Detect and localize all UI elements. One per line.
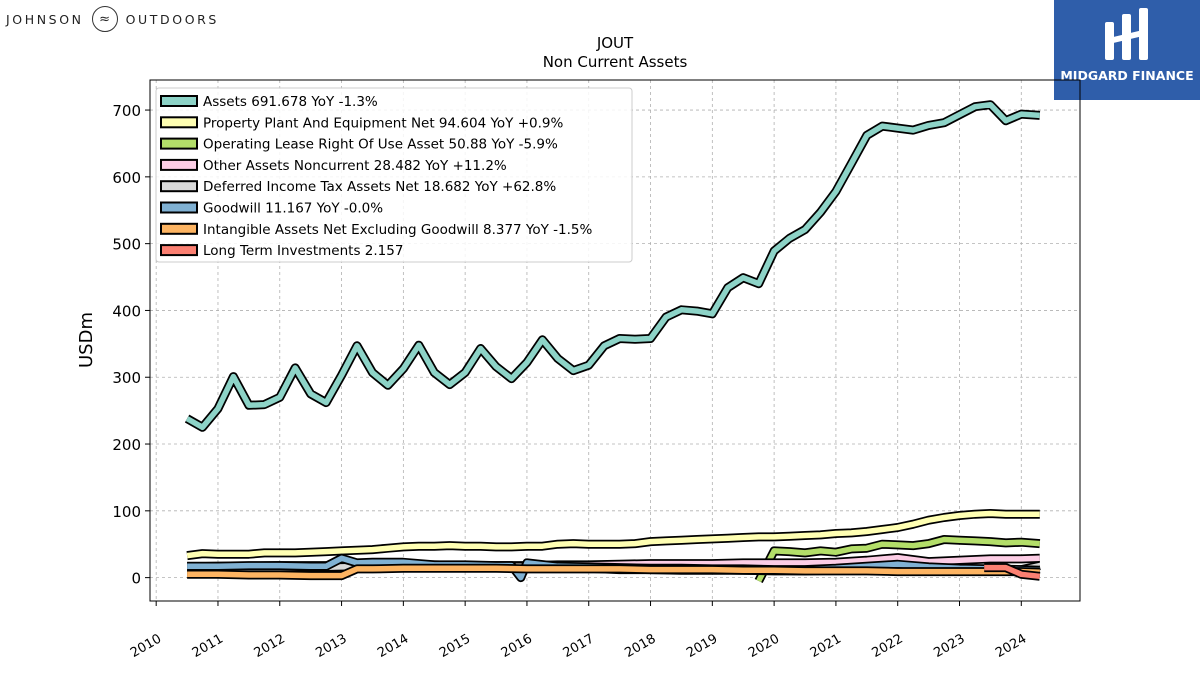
x-tick-label: 2018 <box>622 631 658 661</box>
y-axis-label: USDm <box>76 312 97 368</box>
y-tick-label: 500 <box>112 236 141 254</box>
legend-swatch <box>160 95 198 107</box>
chart-title: JOUT <box>596 34 634 52</box>
legend-swatch <box>160 116 198 129</box>
legend-label: Intangible Assets Net Excluding Goodwill… <box>203 222 593 238</box>
x-tick-label: 2010 <box>128 631 164 661</box>
brand-name: MIDGARD FINANCE <box>1060 68 1194 83</box>
legend-item: Goodwill 11.167 YoY -0.0% <box>160 201 383 217</box>
legend-item: Property Plant And Equipment Net 94.604 … <box>160 115 563 131</box>
series-3 <box>754 535 1041 584</box>
grid <box>150 80 1080 601</box>
legend-item: Operating Lease Right Of Use Asset 50.88… <box>160 137 558 153</box>
x-tick-label: 2019 <box>684 631 720 661</box>
series-lines <box>184 100 1041 584</box>
brand-mark-icon <box>1054 8 1200 68</box>
legend-item: Assets 691.678 YoY -1.3% <box>160 94 378 110</box>
legend-swatch <box>160 244 198 257</box>
x-tick-label: 2024 <box>993 631 1029 661</box>
y-tick-label: 400 <box>112 302 141 320</box>
brand-logo: MIDGARD FINANCE <box>1054 0 1200 100</box>
x-tick-label: 2013 <box>313 631 349 661</box>
x-tick-label: 2014 <box>375 631 411 661</box>
legend-label: Assets 691.678 YoY -1.3% <box>203 94 378 110</box>
x-tick-label: 2021 <box>808 631 844 661</box>
y-tick-label: 200 <box>112 436 141 454</box>
legend-label: Deferred Income Tax Assets Net 18.682 Yo… <box>203 179 556 195</box>
x-tick-label: 2016 <box>499 631 535 661</box>
x-tick-label: 2012 <box>252 631 288 661</box>
y-tick-label: 300 <box>112 369 141 387</box>
x-axis: 2010 2011 2012 2013 2014 2015 2016 2017 2018 2019… <box>128 601 1029 661</box>
legend: Assets 691.678 YoY -1.3% Property Plant A… <box>155 87 633 263</box>
series-line <box>186 510 1040 559</box>
series-8 <box>984 563 1041 581</box>
x-tick-label: 2020 <box>746 631 782 661</box>
company-logo-right-text: OUTDOORS <box>125 11 219 27</box>
plot-frame <box>149 79 1081 602</box>
y-tick-label: 700 <box>112 102 141 120</box>
y-tick-label: 600 <box>112 169 141 187</box>
legend-swatch <box>160 222 198 235</box>
y-tick-label: 100 <box>112 503 141 521</box>
legend-swatch <box>160 201 198 214</box>
x-tick-label: 2023 <box>931 631 967 661</box>
series-line <box>185 101 1040 431</box>
y-tick-label: 0 <box>131 570 141 588</box>
series-line <box>187 565 1040 579</box>
chart-subtitle: Non Current Assets <box>543 53 688 71</box>
legend-swatch <box>160 158 198 171</box>
series-line <box>984 564 1041 580</box>
legend-label: Operating Lease Right Of Use Asset 50.88… <box>203 137 558 153</box>
series-1 <box>184 100 1041 432</box>
series-2 <box>186 509 1040 561</box>
legend-swatch <box>160 180 198 193</box>
legend-item: Other Assets Noncurrent 28.482 YoY +11.2… <box>160 158 507 174</box>
legend-item: Intangible Assets Net Excluding Goodwill… <box>160 222 593 238</box>
x-tick-label: 2015 <box>437 631 473 661</box>
legend-swatch <box>160 137 198 150</box>
legend-label: Long Term Investments 2.157 <box>203 243 403 259</box>
y-axis: 0 100 200 300 400 500 600 700 <box>112 102 150 588</box>
series-line <box>756 536 1041 583</box>
x-tick-label: 2011 <box>190 631 226 661</box>
x-tick-label: 2022 <box>870 631 906 661</box>
company-logo-left-text: JOHNSON <box>6 11 84 27</box>
company-logo: JOHNSON ≈ OUTDOORS <box>6 4 219 34</box>
legend-label: Property Plant And Equipment Net 94.604 … <box>203 115 563 131</box>
series-7 <box>187 563 1040 581</box>
fish-logo-icon: ≈ <box>91 6 118 32</box>
legend-label: Other Assets Noncurrent 28.482 YoY +11.2… <box>203 158 507 174</box>
legend-item: Deferred Income Tax Assets Net 18.682 Yo… <box>160 179 556 195</box>
legend-label: Goodwill 11.167 YoY -0.0% <box>203 201 383 217</box>
x-tick-label: 2017 <box>561 631 597 661</box>
legend-box <box>155 87 633 263</box>
legend-item: Long Term Investments 2.157 <box>160 243 403 259</box>
